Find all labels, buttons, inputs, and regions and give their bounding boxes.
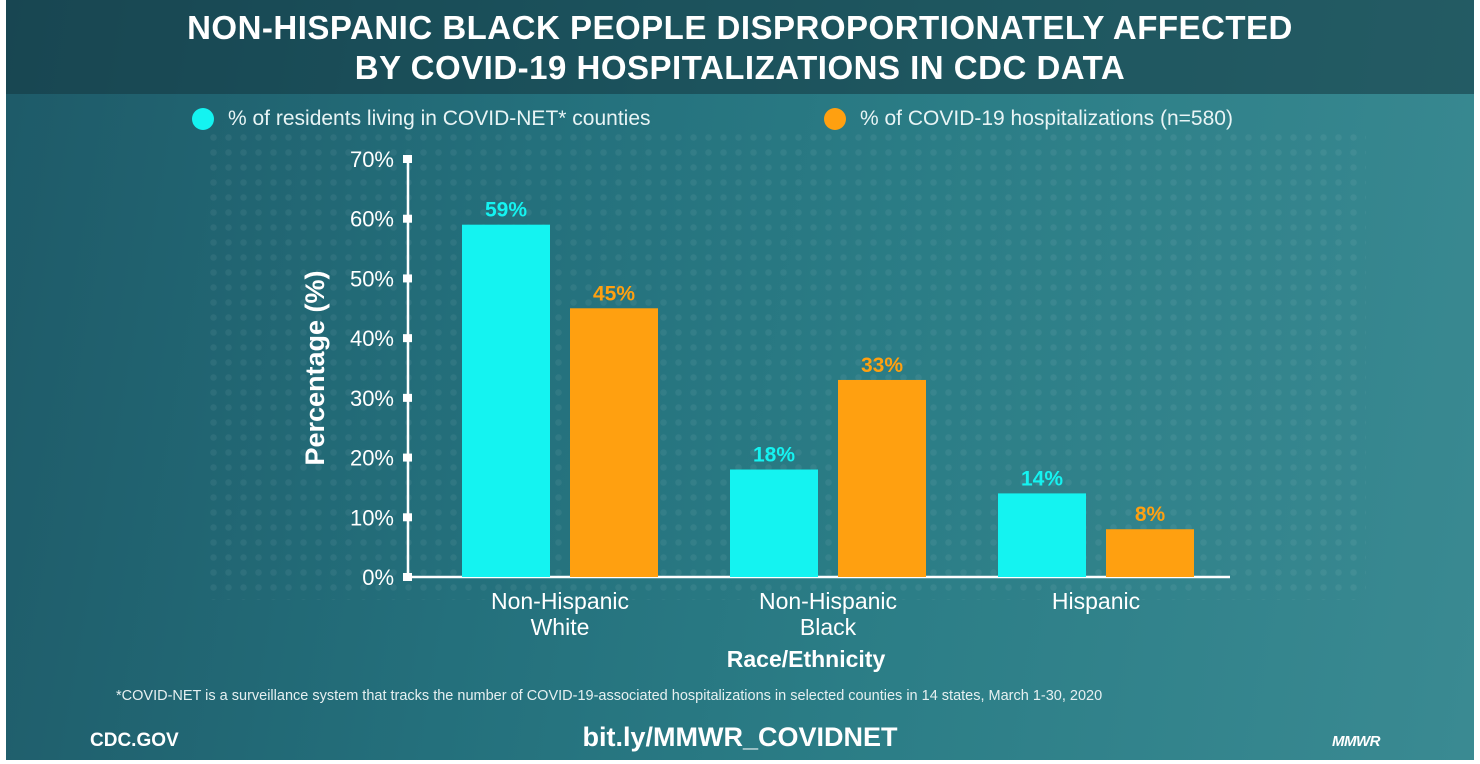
bar-chart: 0% 10% 20% 30% 40% 50% 60% 70% Percentage (%) 59%… xyxy=(300,147,1230,672)
bar-value-label: 14% xyxy=(1021,467,1063,490)
legend-swatch-hospitalizations xyxy=(824,108,846,130)
chart-title: NON-HISPANIC BLACK PEOPLE DISPROPORTIONA… xyxy=(6,8,1474,88)
bar-hospitalizations xyxy=(838,379,926,577)
y-tick-mark xyxy=(403,513,412,522)
y-tick-label: 50% xyxy=(350,266,394,291)
bar-value-label: 18% xyxy=(753,444,795,467)
title-band xyxy=(6,0,1474,94)
bar-value-label: 8% xyxy=(1135,503,1166,526)
y-tick-mark xyxy=(403,453,412,462)
legend-item-hospitalizations: % of COVID-19 hospitalizations (n=580) xyxy=(824,104,1233,134)
x-category-label: White xyxy=(531,614,590,640)
bar-hospitalizations xyxy=(570,308,658,577)
bar-value-label: 33% xyxy=(861,354,903,377)
title-line-1: NON-HISPANIC BLACK PEOPLE DISPROPORTIONA… xyxy=(187,9,1293,46)
x-axis-title: Race/Ethnicity xyxy=(727,646,886,672)
x-category-label: Non-Hispanic xyxy=(759,588,897,614)
y-tick-label: 40% xyxy=(350,326,394,351)
legend-item-residents: % of residents living in COVID-NET* coun… xyxy=(192,104,651,134)
y-tick-mark xyxy=(403,573,412,581)
legend-label-residents: % of residents living in COVID-NET* coun… xyxy=(228,107,651,130)
bar-residents xyxy=(462,224,550,577)
bar-residents xyxy=(998,493,1086,577)
y-tick-label: 60% xyxy=(350,207,394,232)
y-tick-mark xyxy=(403,214,412,223)
footer-cdc-gov: CDC.GOV xyxy=(90,730,179,751)
bar-value-label: 59% xyxy=(485,199,527,222)
y-tick-label: 20% xyxy=(350,446,394,471)
y-tick-label: 0% xyxy=(362,565,394,590)
legend-label-hospitalizations: % of COVID-19 hospitalizations (n=580) xyxy=(860,107,1233,130)
x-category-label: Black xyxy=(800,614,857,640)
y-tick-label: 10% xyxy=(350,505,394,530)
y-tick-label: 30% xyxy=(350,386,394,411)
footnote: *COVID-NET is a surveillance system that… xyxy=(116,688,1103,704)
mmwr-logo: MMWR xyxy=(1332,733,1380,750)
bar-residents xyxy=(730,469,818,577)
y-axis-title: Percentage (%) xyxy=(300,270,330,465)
y-tick-mark xyxy=(403,393,412,402)
y-tick-mark xyxy=(403,334,412,343)
legend-swatch-residents xyxy=(192,108,214,130)
x-category-label: Non-Hispanic xyxy=(491,588,629,614)
title-line-2: BY COVID-19 HOSPITALIZATIONS IN CDC DATA xyxy=(354,49,1126,86)
bar-value-label: 45% xyxy=(593,282,635,305)
y-tick-label: 70% xyxy=(350,147,394,172)
y-tick-mark xyxy=(403,155,412,163)
y-tick-mark xyxy=(403,274,412,283)
x-category-label: Hispanic xyxy=(1052,588,1140,614)
footer-link: bit.ly/MMWR_COVIDNET xyxy=(582,722,898,752)
infographic-canvas: NON-HISPANIC BLACK PEOPLE DISPROPORTIONA… xyxy=(6,0,1474,760)
bar-hospitalizations xyxy=(1106,529,1194,577)
